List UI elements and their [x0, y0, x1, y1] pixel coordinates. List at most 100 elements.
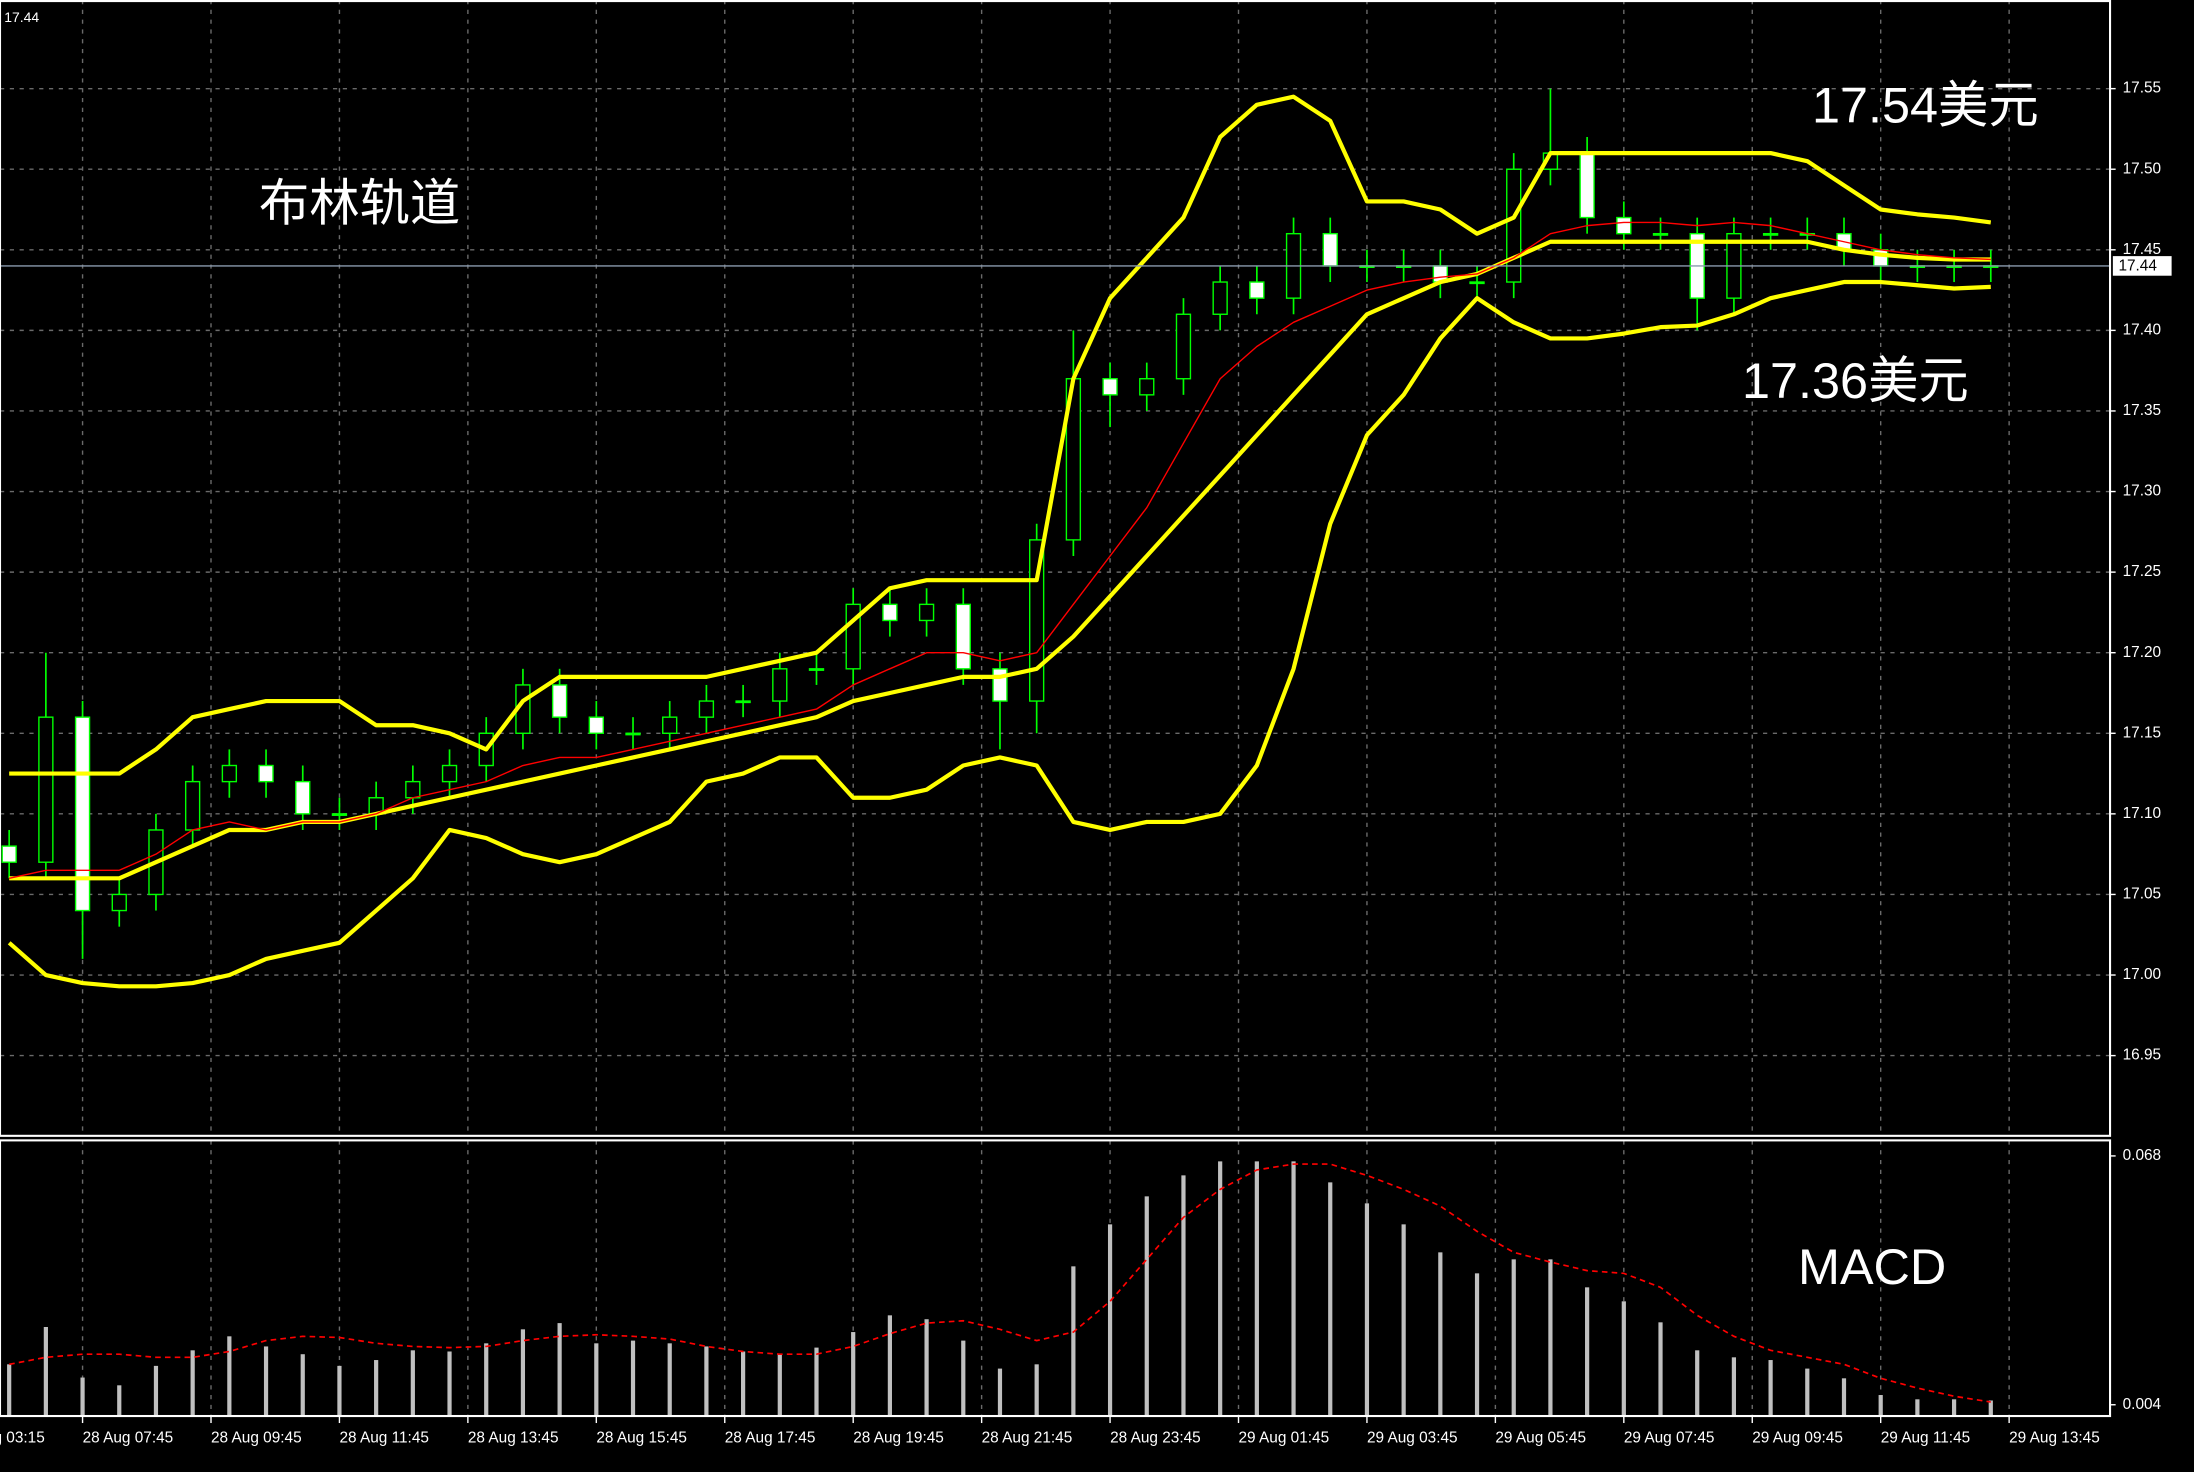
- macd-bar: [1841, 1378, 1847, 1417]
- annotation: 17.54美元: [1812, 76, 2039, 133]
- chart-title: 布林轨道: [259, 174, 460, 231]
- macd-bar: [1218, 1161, 1223, 1417]
- candle-body: [331, 813, 348, 816]
- macd-bar: [1511, 1259, 1516, 1417]
- macd-bar: [227, 1336, 232, 1417]
- macd-bar: [851, 1332, 856, 1417]
- candle-body: [1506, 168, 1522, 283]
- x-tick-label: 28 Aug 17:45: [725, 1429, 816, 1446]
- y-tick-label: 16.95: [2123, 1047, 2161, 1064]
- y-tick-label: 17.25: [2123, 563, 2161, 580]
- macd-bar: [1621, 1301, 1626, 1417]
- axes: 16.95 17.00 17.05 17.10 17.15 17.20 17.25 17.30…: [0, 80, 2172, 1446]
- macd-bar: [153, 1365, 159, 1417]
- y-tick-label: 17.05: [2123, 886, 2161, 903]
- macd-frame: [0, 1139, 2112, 1418]
- macd-panel: [7, 1140, 2010, 1417]
- x-tick-label: 28 Aug 19:45: [853, 1429, 944, 1446]
- candle-body: [1469, 281, 1485, 285]
- price-panel: [0, 0, 2111, 1137]
- candle-body: [1139, 378, 1155, 396]
- x-tick-label: 28 Aug 21:45: [982, 1429, 1073, 1446]
- y-tick-label: 17.55: [2123, 80, 2161, 97]
- macd-bar: [447, 1351, 452, 1417]
- candle-body: [1175, 313, 1192, 380]
- candle-body: [882, 603, 898, 622]
- candle-body: [1322, 232, 1338, 267]
- macd-bar: [1291, 1161, 1296, 1417]
- candle-body: [221, 764, 238, 783]
- indicator-line: [7, 279, 1991, 989]
- macd-bar: [814, 1347, 819, 1417]
- y-tick-label: 17.50: [2123, 160, 2161, 177]
- candle-body: [918, 603, 935, 622]
- x-tick-label: 29 Aug 05:45: [1495, 1429, 1586, 1446]
- candle-body: [772, 668, 788, 702]
- candle-body: [295, 780, 311, 815]
- macd-bar: [1474, 1273, 1480, 1417]
- macd-bar: [1695, 1350, 1700, 1417]
- macd-bar: [410, 1350, 415, 1417]
- macd-bar: [924, 1319, 929, 1417]
- macd-bar: [1401, 1224, 1406, 1417]
- y-tick-label: 17.10: [2123, 805, 2161, 822]
- x-tick-label: 29 Aug 07:45: [1624, 1429, 1715, 1446]
- candle-body: [405, 780, 421, 799]
- macd-bar: [1878, 1395, 1883, 1417]
- x-tick-label: 28 Aug 11:45: [339, 1429, 429, 1446]
- candle-body: [1652, 232, 1669, 236]
- x-tick-label: 28 Aug 07:45: [83, 1429, 174, 1446]
- candle-body: [111, 893, 127, 912]
- macd-bar: [1438, 1252, 1443, 1417]
- macd-bar: [80, 1377, 85, 1417]
- macd-bar: [7, 1364, 12, 1417]
- indicator-line: [9, 94, 1992, 776]
- macd-bar: [741, 1351, 746, 1417]
- candle-body: [184, 780, 201, 831]
- macd-bar: [190, 1350, 195, 1417]
- macd-bar: [557, 1323, 562, 1417]
- candle-body: [588, 716, 604, 734]
- candle-body: [1616, 216, 1632, 235]
- macd-bar: [594, 1343, 599, 1417]
- y-tick-label: 17.40: [2123, 321, 2161, 338]
- candle-body: [1102, 378, 1118, 396]
- macd-bar: [704, 1346, 709, 1417]
- candle-body: [735, 700, 751, 704]
- candle-body: [1579, 152, 1595, 219]
- macd-bar: [263, 1346, 269, 1417]
- y-tick-label: 0.004: [2123, 1396, 2162, 1413]
- macd-bar: [1328, 1182, 1333, 1417]
- candle-body: [845, 603, 861, 670]
- macd-bar: [337, 1365, 342, 1417]
- y-tick-label: 17.35: [2123, 402, 2161, 419]
- signal-line: [9, 1163, 1991, 1403]
- macd-bar: [1988, 1400, 1993, 1417]
- y-tick-label: 17.15: [2123, 724, 2161, 741]
- candle-body: [955, 603, 971, 670]
- macd-bar: [1768, 1360, 1773, 1417]
- candle-body: [38, 716, 54, 863]
- macd-bar: [887, 1315, 892, 1417]
- macd-bar: [1731, 1357, 1737, 1417]
- x-tick-label: 28 Aug 15:45: [596, 1429, 687, 1446]
- macd-bar: [300, 1354, 305, 1417]
- candle-body: [625, 732, 641, 736]
- x-tick-label: 29 Aug 11:45: [1881, 1429, 1971, 1446]
- candle-body: [1, 845, 17, 863]
- y-tick-label: 17.20: [2123, 644, 2161, 661]
- macd-bar: [630, 1340, 636, 1417]
- candle-body: [74, 716, 91, 912]
- candle-body: [258, 764, 274, 783]
- macd-bar: [1254, 1161, 1259, 1417]
- x-tick-label: 28 Aug 09:45: [211, 1429, 302, 1446]
- price-tag-label: 17.44: [2118, 258, 2157, 275]
- x-tick-label: 28 Aug 13:45: [468, 1429, 559, 1446]
- macd-bar: [43, 1326, 48, 1417]
- macd-bar: [667, 1343, 672, 1417]
- macd-bar: [484, 1343, 489, 1417]
- macd-bar: [1548, 1259, 1553, 1417]
- candle-body: [1762, 232, 1779, 236]
